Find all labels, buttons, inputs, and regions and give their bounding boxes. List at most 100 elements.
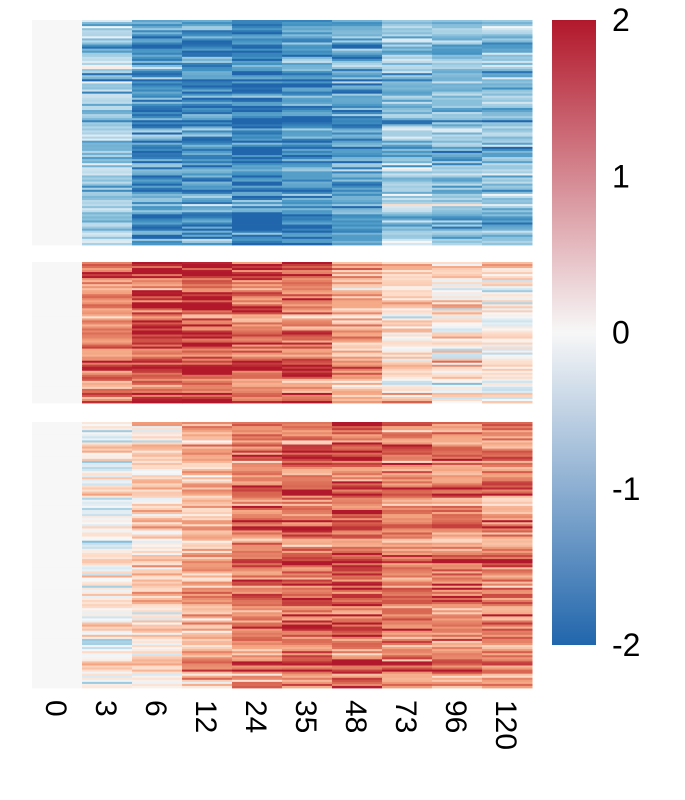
heatmap-cell [182, 354, 233, 358]
heatmap-cell [432, 354, 483, 358]
heatmap-cell [32, 509, 83, 513]
heatmap-cell [182, 330, 233, 333]
heatmap-cell [482, 304, 533, 307]
heatmap-cell [32, 589, 83, 593]
heatmap-cell [82, 352, 133, 356]
heatmap-cell [332, 657, 383, 660]
heatmap-cell [332, 497, 383, 501]
heatmap-cell [232, 334, 283, 337]
heatmap-cell [282, 195, 333, 199]
heatmap-cell [482, 374, 533, 378]
heatmap-cell [132, 169, 183, 172]
heatmap-cell [32, 110, 83, 113]
heatmap-cell [182, 542, 233, 546]
heatmap-cell [132, 563, 183, 566]
heatmap-cell [182, 352, 233, 356]
heatmap-cell [482, 242, 533, 246]
heatmap-cell [382, 487, 433, 490]
heatmap-cell [32, 310, 83, 313]
heatmap-cell [432, 434, 483, 437]
heatmap-cell [482, 505, 533, 509]
heatmap-cell [382, 396, 433, 400]
heatmap-cell [282, 388, 333, 392]
heatmap-cell [332, 150, 383, 154]
heatmap-cell [332, 212, 383, 215]
heatmap-cell [382, 348, 433, 352]
heatmap-cell [32, 95, 83, 99]
heatmap-cell [82, 28, 133, 31]
heatmap-cell [482, 328, 533, 331]
heatmap-cell [332, 366, 383, 370]
heatmap-cell [282, 653, 333, 656]
heatmap-cell [382, 655, 433, 658]
heatmap-cell [382, 491, 433, 495]
heatmap-cell [282, 24, 333, 27]
heatmap-cell [382, 583, 433, 587]
heatmap-cell [82, 195, 133, 199]
heatmap-cell [482, 24, 533, 27]
heatmap-cell [482, 548, 533, 552]
heatmap-cell [82, 177, 133, 180]
heatmap-cell [282, 270, 333, 273]
heatmap-cell [432, 620, 483, 623]
heatmap-cell [232, 685, 283, 689]
heatmap-cell [432, 394, 483, 398]
heatmap-cell [382, 32, 433, 35]
heatmap-cell [182, 314, 233, 317]
heatmap-cell [382, 581, 433, 585]
heatmap-cell [382, 653, 433, 656]
heatmap-cell [132, 159, 183, 162]
heatmap-cell [282, 571, 333, 574]
heatmap-cell [282, 38, 333, 41]
heatmap-cell [332, 565, 383, 568]
heatmap-cell [382, 454, 433, 458]
heatmap-cell [182, 479, 233, 482]
heatmap-cell [182, 683, 233, 687]
heatmap-cell [332, 91, 383, 95]
heatmap-cell [332, 93, 383, 97]
heatmap-cell [132, 103, 183, 107]
heatmap-cell [232, 487, 283, 490]
heatmap-cell [432, 675, 483, 679]
heatmap-cell [232, 634, 283, 638]
heatmap-cell [382, 569, 433, 572]
heatmap-cell [82, 270, 133, 273]
heatmap-cell [182, 312, 233, 315]
heatmap-cell [282, 428, 333, 431]
heatmap-cell [482, 489, 533, 492]
heatmap-cell [32, 528, 83, 531]
heatmap-cell [432, 448, 483, 452]
heatmap-cell [32, 124, 83, 127]
heatmap-cell [82, 452, 133, 456]
heatmap-cell [432, 148, 483, 152]
heatmap-cell [32, 191, 83, 195]
heatmap-cell [32, 24, 83, 27]
heatmap-cell [182, 632, 233, 636]
heatmap-cell [332, 520, 383, 523]
heatmap-cell [282, 286, 333, 289]
heatmap-cell [132, 214, 183, 217]
heatmap-cell [332, 312, 383, 315]
heatmap-cell [232, 175, 283, 178]
heatmap-cell [332, 624, 383, 628]
heatmap-cell [82, 514, 133, 517]
heatmap-cell [232, 550, 283, 554]
heatmap-cell [132, 479, 183, 482]
heatmap-cell [382, 24, 433, 27]
heatmap-cell [182, 268, 233, 271]
heatmap-cell [182, 591, 233, 595]
heatmap-cell [32, 479, 83, 482]
heatmap-cell [482, 501, 533, 505]
heatmap-cell [32, 146, 83, 150]
heatmap-cell [482, 42, 533, 45]
heatmap-cell [132, 89, 183, 92]
heatmap-cell [282, 555, 333, 558]
heatmap-cell [432, 30, 483, 33]
heatmap-cell [182, 50, 233, 54]
heatmap-cell [82, 685, 133, 689]
heatmap-cell [132, 356, 183, 360]
heatmap-cell [482, 536, 533, 540]
heatmap-cell [332, 469, 383, 472]
heatmap-cell [332, 290, 383, 293]
heatmap-cell [482, 214, 533, 217]
